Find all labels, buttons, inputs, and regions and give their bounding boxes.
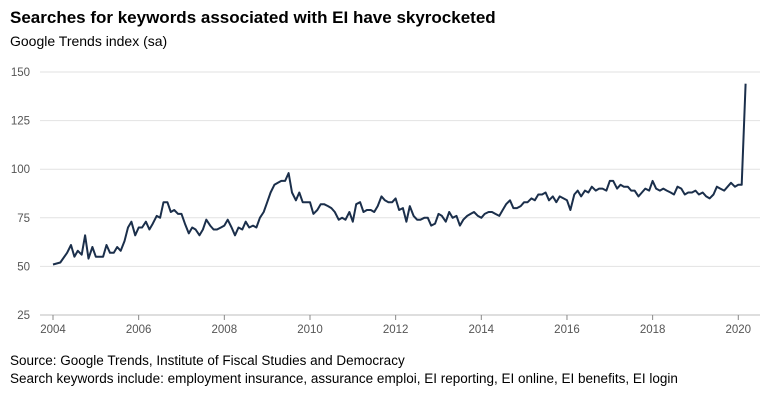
x-tick-label: 2004 (40, 324, 66, 336)
chart-footer: Source: Google Trends, Institute of Fisc… (10, 352, 678, 388)
gridlines (40, 71, 760, 267)
source-note: Source: Google Trends, Institute of Fisc… (10, 353, 405, 368)
x-tick-label: 2014 (469, 324, 495, 336)
series-layer (52, 83, 747, 266)
y-tick-label: 125 (11, 116, 30, 128)
x-tick-label: 2008 (212, 324, 238, 336)
x-axis-ticks: 2004 2006 2008 2010 2012 2014 2016 2018 2020 (40, 315, 751, 336)
y-tick-label: 150 (11, 67, 30, 79)
x-tick-label: 2012 (383, 324, 409, 336)
x-tick-label: 2006 (126, 324, 152, 336)
y-tick-label: 100 (11, 164, 30, 176)
chart-title: Searches for keywords associated with EI… (10, 8, 496, 27)
x-tick-label: 2016 (554, 324, 580, 336)
x-tick-label: 2010 (297, 324, 323, 336)
y-tick-label: 50 (17, 261, 30, 273)
keywords-note: Search keywords include: employment insu… (10, 371, 678, 386)
y-tick-label: 25 (17, 310, 30, 322)
x-tick-label: 2018 (640, 324, 666, 336)
x-tick-label: 2020 (725, 324, 751, 336)
y-axis: 25 50 75 100 125 150 (11, 67, 30, 322)
y-tick-label: 75 (17, 213, 30, 225)
chart-subtitle: Google Trends index (sa) (10, 33, 168, 49)
series-line-0 (52, 83, 747, 266)
